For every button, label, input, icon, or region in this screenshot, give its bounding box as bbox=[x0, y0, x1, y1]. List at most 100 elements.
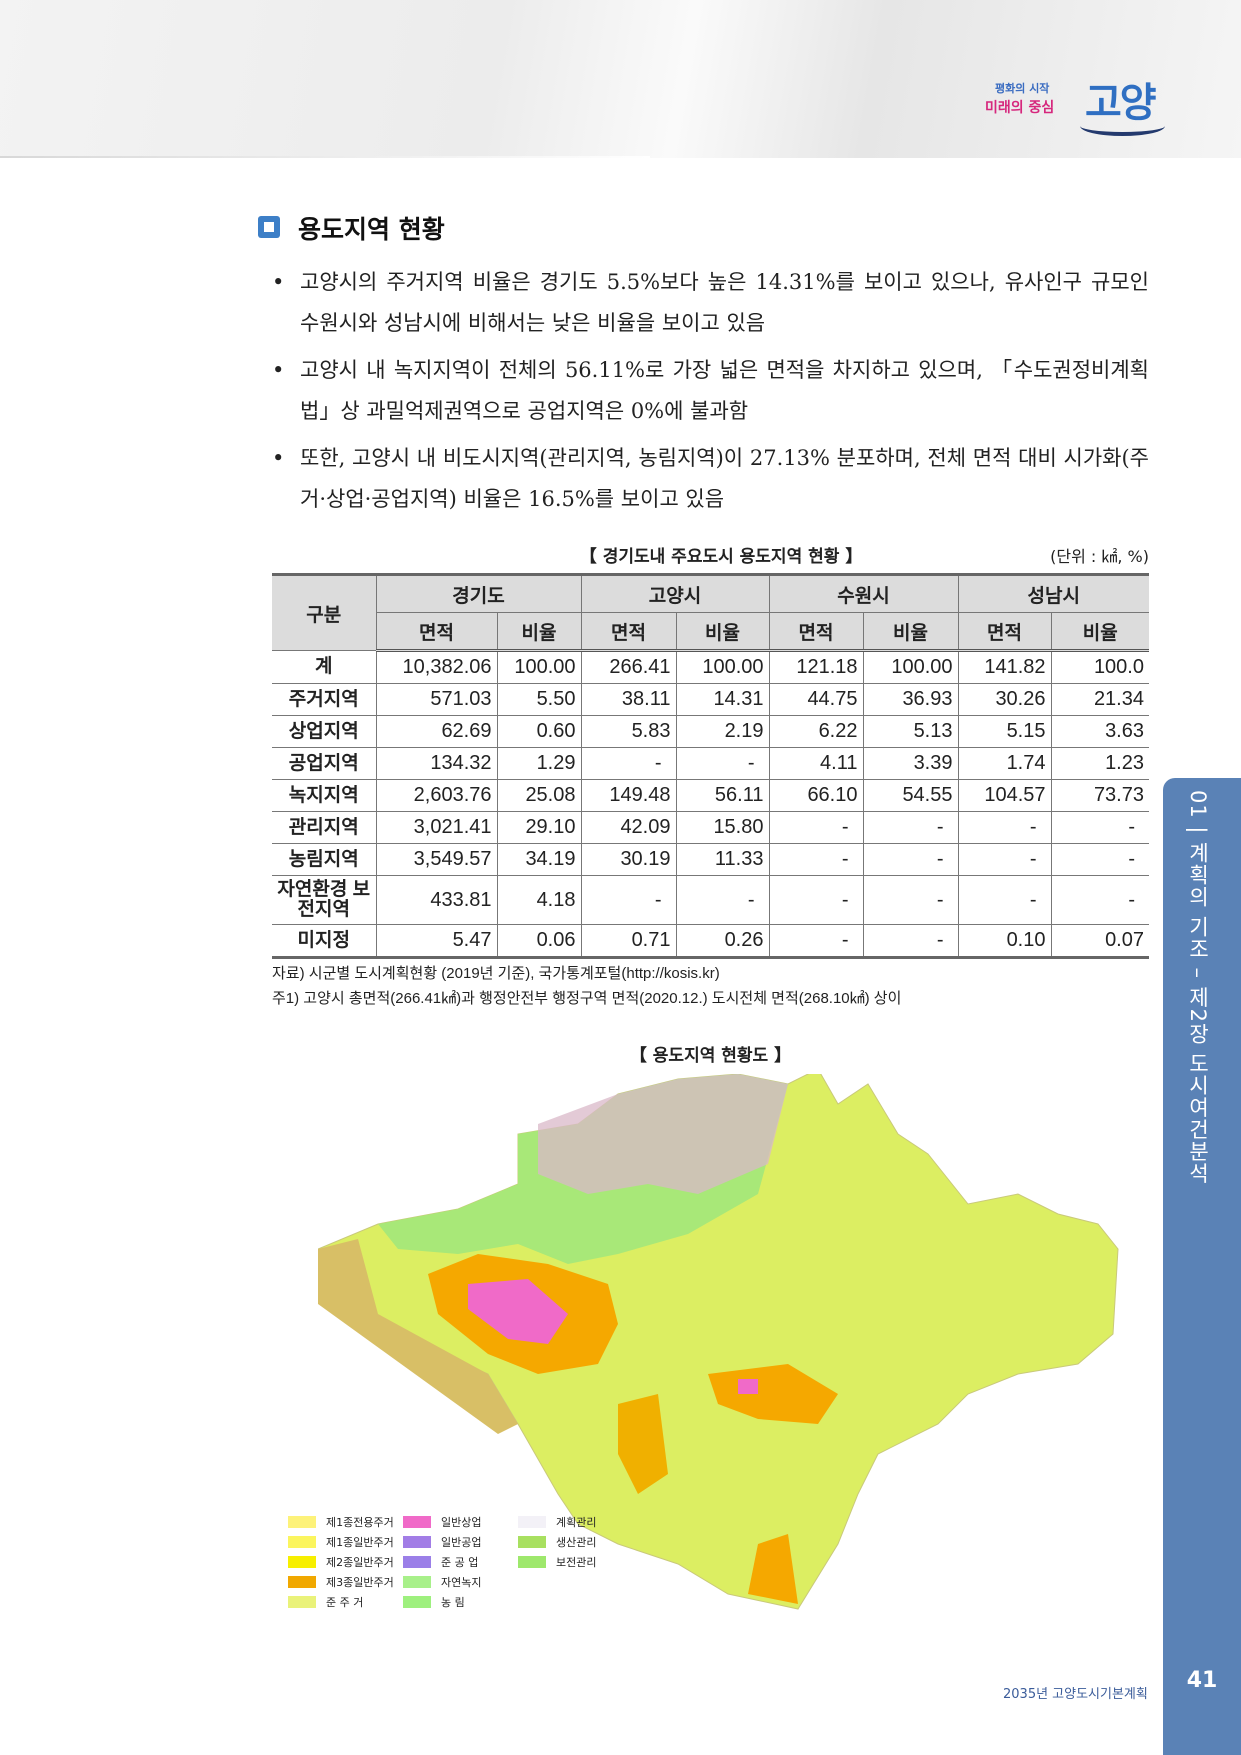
table-cell: 5.47 bbox=[375, 924, 498, 958]
map-legend: 제1종전용주거 제1종일반주거 제2종일반주거 제3종일반주거 준 주 거 일반상업 일반공… bbox=[288, 1514, 618, 1619]
table-cell: - bbox=[675, 747, 770, 780]
sub-header: 비율 bbox=[1050, 612, 1149, 652]
table-cell: 0.07 bbox=[1050, 924, 1149, 958]
sub-header: 면적 bbox=[957, 612, 1052, 652]
legend-label: 준 주 거 bbox=[326, 1596, 364, 1609]
bullet-text: 고양시의 주거지역 비율은 경기도 5.5%보다 높은 14.31%를 보이고 … bbox=[300, 270, 1149, 335]
table-cell: - bbox=[768, 875, 864, 925]
table-cell: - bbox=[768, 843, 864, 876]
table-cell: 11.33 bbox=[675, 843, 770, 876]
legend-label: 제3종일반주거 bbox=[326, 1576, 394, 1589]
table-cell: - bbox=[862, 875, 959, 925]
table-cell: 1.74 bbox=[957, 747, 1052, 780]
sub-header: 비율 bbox=[496, 612, 582, 652]
legend-item: 준 주 거 bbox=[288, 1594, 363, 1610]
page-number: 41 bbox=[1186, 1668, 1218, 1693]
table-cell: 1.23 bbox=[1050, 747, 1149, 780]
row-label: 자연환경 보전지역 bbox=[272, 875, 377, 925]
map-agri-north bbox=[538, 1074, 788, 1194]
table-cell: 0.06 bbox=[496, 924, 582, 958]
legend-label: 제1종일반주거 bbox=[326, 1536, 394, 1549]
table-row: 미지정 5.47 0.06 0.71 0.26- -0.10 0.07 bbox=[272, 924, 1149, 958]
legend-item: 일반상업 bbox=[403, 1514, 481, 1530]
section-square-icon bbox=[258, 216, 280, 238]
table-cell: - bbox=[957, 811, 1052, 844]
table-row: 농림지역 3,549.57 34.19 30.19 11.33- - - - bbox=[272, 843, 1149, 876]
table-row: 상업지역 62.69 0.60 5.83 2.19 6.22 5.13 5.15 3.63 bbox=[272, 715, 1149, 748]
group-header: 고양시 bbox=[580, 574, 770, 613]
logo-slogan-1: 평화의 시작 bbox=[995, 82, 1050, 95]
table-row: 공업지역 134.32 1.29- -4.11 3.39 1.74 1.23 bbox=[272, 747, 1149, 780]
table-cell: 5.15 bbox=[957, 715, 1052, 748]
row-label: 관리지역 bbox=[272, 811, 377, 844]
table-cell: 36.93 bbox=[862, 683, 959, 716]
row-label: 상업지역 bbox=[272, 715, 377, 748]
table-cell: 29.10 bbox=[496, 811, 582, 844]
header-band bbox=[0, 0, 1241, 158]
sub-header: 면적 bbox=[580, 612, 677, 652]
land-use-map bbox=[318, 1074, 1119, 1610]
legend-swatch bbox=[403, 1536, 431, 1548]
table-cell: 104.57 bbox=[957, 779, 1052, 812]
table-cell: 25.08 bbox=[496, 779, 582, 812]
table-cell: 21.34 bbox=[1050, 683, 1149, 716]
chapter-tab[interactable] bbox=[1163, 778, 1241, 1755]
table-cell: 10,382.06 bbox=[375, 650, 498, 684]
table-row: 주거지역 571.03 5.50 38.11 14.31 44.75 36.93 30.26 2… bbox=[272, 683, 1149, 716]
legend-swatch bbox=[403, 1516, 431, 1528]
table-cell: 3,549.57 bbox=[375, 843, 498, 876]
table-row: 관리지역 3,021.41 29.10 42.09 15.80- - - - bbox=[272, 811, 1149, 844]
table-cell: 100.00 bbox=[496, 650, 582, 684]
table-cell: 0.10 bbox=[957, 924, 1052, 958]
legend-swatch bbox=[518, 1516, 546, 1528]
legend-item: 제3종일반주거 bbox=[288, 1574, 394, 1590]
table-row: 자연환경 보전지역 433.81 4.18- - - - - - bbox=[272, 875, 1149, 925]
legend-label: 계획관리 bbox=[556, 1516, 597, 1529]
legend-label: 제2종일반주거 bbox=[326, 1556, 394, 1569]
sub-header: 면적 bbox=[768, 612, 864, 652]
goyang-logo: 평화의 시작 미래의 중심 고양 bbox=[985, 50, 1185, 136]
table-notes: 자료) 시군별 도시계획현황 (2019년 기준), 국가통계포털(http:/… bbox=[272, 961, 1149, 1011]
legend-item: 제1종전용주거 bbox=[288, 1514, 394, 1530]
legend-swatch bbox=[288, 1536, 316, 1548]
map-commercial bbox=[468, 1279, 568, 1344]
legend-swatch bbox=[518, 1556, 546, 1568]
table-cell: - bbox=[862, 811, 959, 844]
table-cell: 0.71 bbox=[580, 924, 677, 958]
legend-item: 준 공 업 bbox=[403, 1554, 478, 1570]
legend-label: 농 림 bbox=[441, 1596, 465, 1609]
table-cell: 66.10 bbox=[768, 779, 864, 812]
group-header: 수원시 bbox=[768, 574, 959, 613]
table-cell: 1.29 bbox=[496, 747, 582, 780]
legend-item: 자연녹지 bbox=[403, 1574, 481, 1590]
legend-item: 제2종일반주거 bbox=[288, 1554, 394, 1570]
row-label: 미지정 bbox=[272, 924, 377, 958]
legend-swatch bbox=[288, 1556, 316, 1568]
table-cell: 100.00 bbox=[675, 650, 770, 684]
legend-swatch bbox=[403, 1576, 431, 1588]
table-cell: 42.09 bbox=[580, 811, 677, 844]
table-cell: 44.75 bbox=[768, 683, 864, 716]
table-cell: 38.11 bbox=[580, 683, 677, 716]
row-label: 녹지지역 bbox=[272, 779, 377, 812]
table-cell: 100.0 bbox=[1050, 650, 1149, 684]
table-cell: 571.03 bbox=[375, 683, 498, 716]
table-cell: 3,021.41 bbox=[375, 811, 498, 844]
logo-slogan-2: 미래의 중심 bbox=[985, 100, 1055, 116]
table-cell: 2,603.76 bbox=[375, 779, 498, 812]
table-row: 계 10,382.06 100.00 266.41 100.00 121.18 100.00… bbox=[272, 650, 1149, 684]
table-cell: 73.73 bbox=[1050, 779, 1149, 812]
table-cell: - bbox=[957, 843, 1052, 876]
table-title: 【 경기도내 주요도시 용도지역 현황 】 bbox=[579, 547, 863, 567]
sub-header: 면적 bbox=[376, 612, 498, 652]
table-cell: 100.00 bbox=[862, 650, 959, 684]
map-river-band bbox=[318, 1239, 518, 1434]
table-cell: - bbox=[768, 811, 864, 844]
table-cell: 433.81 bbox=[375, 875, 498, 925]
table-cell: 14.31 bbox=[675, 683, 770, 716]
logo-smile-icon bbox=[1080, 116, 1165, 136]
table-cell: 62.69 bbox=[375, 715, 498, 748]
table-cell: - bbox=[580, 747, 677, 780]
row-label: 공업지역 bbox=[272, 747, 377, 780]
table-cell: 15.80 bbox=[675, 811, 770, 844]
